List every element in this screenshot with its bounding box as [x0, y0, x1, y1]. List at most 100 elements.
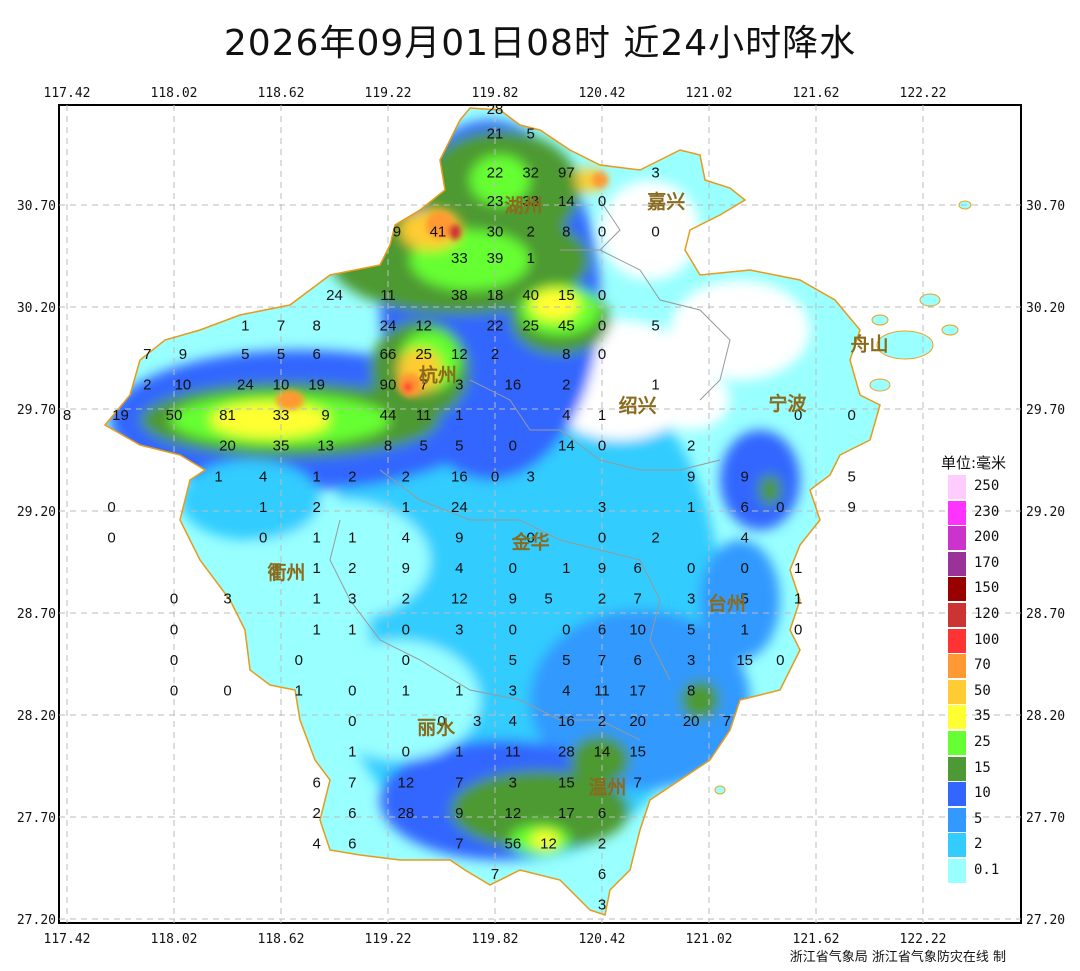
station-value: 0 — [259, 530, 267, 547]
station-value: 1 — [651, 377, 659, 394]
station-value: 10 — [273, 377, 290, 394]
station-value: 16 — [451, 468, 468, 485]
legend-label: 250 — [974, 478, 1000, 494]
legend-swatch — [948, 526, 966, 551]
station-value: 0 — [402, 652, 410, 669]
lon-tick-label: 122.22 — [900, 932, 947, 947]
legend-item: 100 — [948, 628, 1038, 653]
station-value: 19 — [112, 407, 129, 424]
station-value: 3 — [455, 621, 463, 638]
station-value: 17 — [629, 683, 646, 700]
station-value: 14 — [558, 438, 575, 455]
station-value: 15 — [629, 744, 646, 761]
station-value: 0 — [740, 560, 748, 577]
lat-tick-label: 29.70 — [1026, 403, 1065, 418]
station-value: 9 — [509, 591, 517, 608]
legend-label: 200 — [974, 529, 1000, 546]
station-value: 2 — [598, 836, 606, 853]
station-value: 0 — [847, 407, 855, 424]
legend-label: 50 — [974, 682, 991, 699]
city-label: 舟山 — [850, 333, 888, 356]
station-value: 32 — [522, 164, 539, 181]
lon-tick-label: 118.02 — [151, 86, 198, 101]
legend-item: 170 — [948, 551, 1038, 576]
station-value: 0 — [794, 407, 802, 424]
legend-label: 5 — [974, 810, 983, 827]
station-value: 22 — [487, 317, 504, 334]
credit-text: 浙江省气象局 浙江省气象防灾在线 制 — [789, 950, 1006, 965]
station-value: 2 — [143, 377, 151, 394]
station-value: 0 — [437, 713, 445, 730]
station-value: 6 — [312, 346, 320, 363]
station-value: 8 — [312, 317, 320, 334]
station-value: 0 — [170, 652, 178, 669]
station-value: 1 — [348, 621, 356, 638]
station-value: 10 — [175, 377, 192, 394]
station-value: 8 — [63, 407, 71, 424]
lat-tick-label: 28.70 — [1026, 607, 1065, 622]
station-value: 2 — [491, 346, 499, 363]
lat-tick-label: 29.20 — [17, 505, 56, 520]
station-value: 4 — [455, 560, 463, 577]
station-value: 0 — [348, 713, 356, 730]
station-value: 3 — [598, 499, 606, 516]
graticule — [59, 105, 1021, 923]
station-value: 35 — [273, 438, 290, 455]
station-value: 25 — [522, 317, 539, 334]
station-value: 1 — [562, 560, 570, 577]
station-value: 33 — [273, 407, 290, 424]
station-value: 97 — [558, 164, 575, 181]
lon-tick-label: 118.02 — [151, 932, 198, 947]
station-value: 4 — [562, 407, 570, 424]
legend-item: 50 — [948, 679, 1038, 704]
station-value: 6 — [312, 774, 320, 791]
legend-item: 70 — [948, 654, 1038, 679]
legend-label: 2 — [974, 836, 983, 853]
station-value: 0 — [295, 652, 303, 669]
station-value: 0 — [107, 499, 115, 516]
station-value: 6 — [598, 621, 606, 638]
station-value: 1 — [455, 744, 463, 761]
city-label: 嘉兴 — [646, 191, 685, 213]
station-value: 3 — [223, 591, 231, 608]
legend-item: 0.1 — [948, 859, 1038, 883]
station-value: 7 — [598, 652, 606, 669]
station-value: 6 — [348, 836, 356, 853]
station-value: 50 — [166, 407, 183, 424]
city-label: 湖州 — [505, 195, 543, 217]
station-value: 0 — [598, 317, 606, 334]
station-value: 1 — [348, 530, 356, 547]
station-value: 9 — [847, 499, 855, 516]
lon-tick-label: 121.02 — [686, 932, 733, 947]
legend-item: 150 — [948, 577, 1038, 602]
station-value: 8 — [562, 224, 570, 241]
station-value: 3 — [473, 713, 481, 730]
station-value: 7 — [419, 377, 427, 394]
station-value: 1 — [402, 499, 410, 516]
lon-tick-label: 118.62 — [258, 932, 305, 947]
station-value: 0 — [598, 224, 606, 241]
legend-item: 250 — [948, 475, 1038, 499]
station-value: 0 — [402, 744, 410, 761]
station-value: 24 — [237, 377, 254, 394]
map-title: 2026年09月01日08时 近24小时降水 — [223, 23, 857, 64]
legend-item: 15 — [948, 756, 1038, 781]
station-value: 25 — [415, 346, 432, 363]
station-value: 2 — [402, 591, 410, 608]
station-value: 2 — [526, 224, 534, 241]
legend-swatch — [948, 603, 966, 627]
city-label: 金华 — [511, 531, 550, 554]
station-value: 1 — [295, 683, 303, 700]
lat-tick-label: 28.70 — [17, 607, 56, 622]
station-value: 1 — [794, 560, 802, 577]
station-value: 2 — [348, 560, 356, 577]
station-value: 5 — [544, 591, 552, 608]
lon-tick-label: 121.62 — [793, 932, 840, 947]
station-value: 24 — [380, 317, 397, 334]
station-value: 1 — [598, 407, 606, 424]
station-value: 4 — [740, 530, 748, 547]
station-value: 6 — [598, 805, 606, 822]
station-value: 9 — [740, 468, 748, 485]
